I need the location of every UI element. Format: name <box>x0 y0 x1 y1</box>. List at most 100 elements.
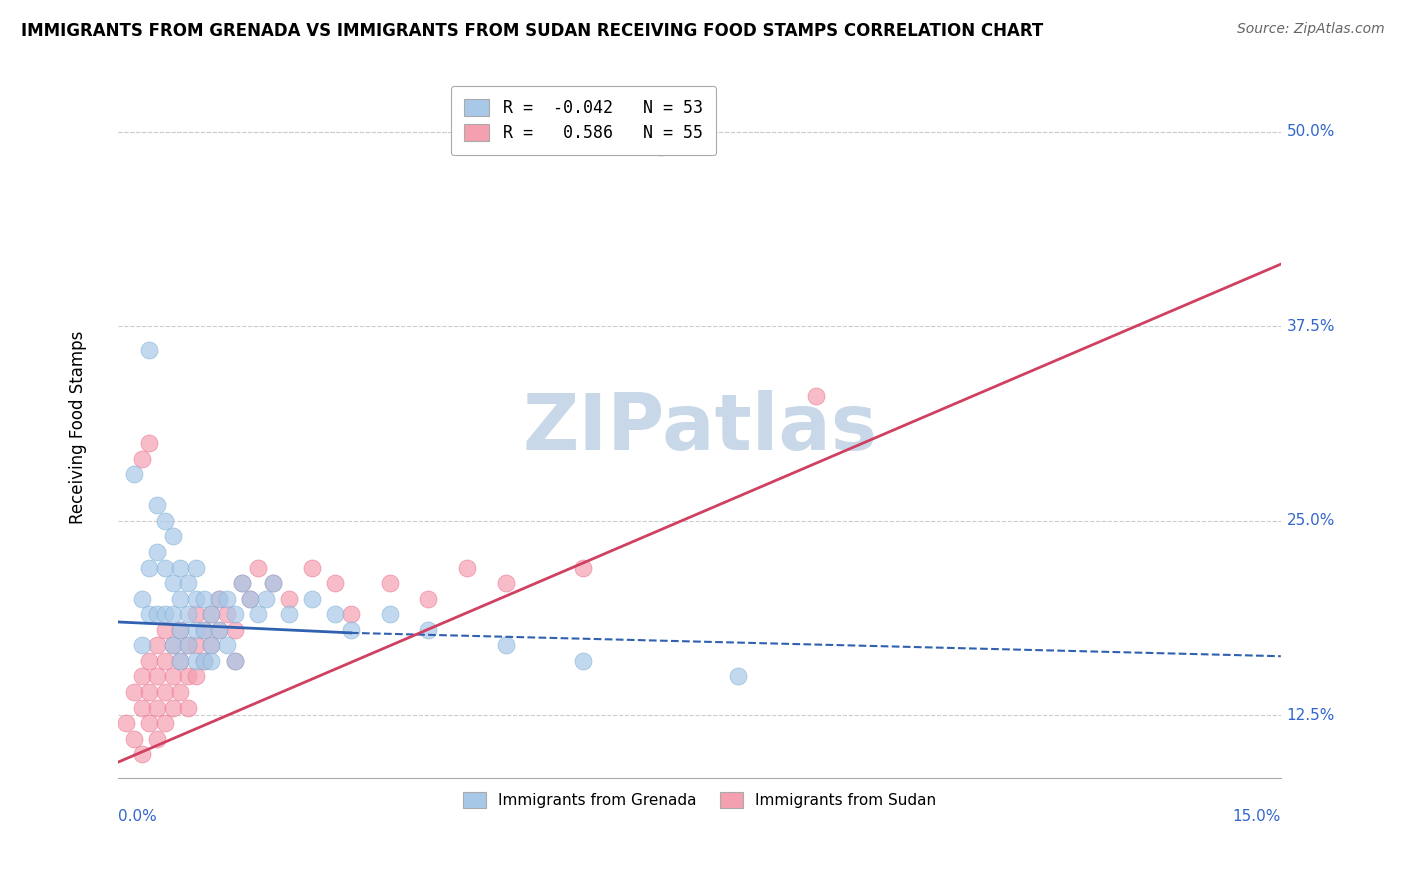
Text: 37.5%: 37.5% <box>1286 318 1336 334</box>
Point <box>193 623 215 637</box>
Point <box>138 716 160 731</box>
Point <box>177 607 200 622</box>
Point <box>153 623 176 637</box>
Point <box>239 591 262 606</box>
Point <box>177 669 200 683</box>
Point <box>146 607 169 622</box>
Point <box>277 607 299 622</box>
Text: Source: ZipAtlas.com: Source: ZipAtlas.com <box>1237 22 1385 37</box>
Point <box>153 607 176 622</box>
Point <box>184 669 207 683</box>
Point <box>146 498 169 512</box>
Point <box>378 607 401 622</box>
Point <box>184 654 207 668</box>
Point <box>246 560 269 574</box>
Point <box>169 623 191 637</box>
Point <box>153 514 176 528</box>
Point <box>169 685 191 699</box>
Point <box>200 607 222 622</box>
Point <box>495 576 517 591</box>
Point <box>169 623 191 637</box>
Point <box>177 638 200 652</box>
Point <box>231 576 253 591</box>
Point <box>153 716 176 731</box>
Point <box>184 623 207 637</box>
Point <box>456 560 478 574</box>
Point <box>138 654 160 668</box>
Text: 0.0%: 0.0% <box>118 809 157 824</box>
Point <box>131 700 153 714</box>
Point <box>262 576 284 591</box>
Point <box>115 716 138 731</box>
Point <box>138 436 160 450</box>
Point <box>208 623 231 637</box>
Point <box>215 638 238 652</box>
Legend: Immigrants from Grenada, Immigrants from Sudan: Immigrants from Grenada, Immigrants from… <box>453 781 946 819</box>
Point <box>162 638 184 652</box>
Point <box>200 654 222 668</box>
Point <box>215 591 238 606</box>
Point <box>418 591 440 606</box>
Text: 12.5%: 12.5% <box>1286 708 1336 723</box>
Point <box>162 529 184 543</box>
Point <box>200 638 222 652</box>
Point <box>200 607 222 622</box>
Point <box>224 607 246 622</box>
Point <box>177 576 200 591</box>
Point <box>131 747 153 762</box>
Text: ZIPatlas: ZIPatlas <box>522 390 877 466</box>
Point <box>495 638 517 652</box>
Point <box>184 560 207 574</box>
Point <box>418 623 440 637</box>
Point <box>138 343 160 357</box>
Point <box>184 607 207 622</box>
Point <box>169 591 191 606</box>
Point <box>208 591 231 606</box>
Point <box>122 731 145 746</box>
Point <box>177 638 200 652</box>
Point <box>131 669 153 683</box>
Point <box>193 623 215 637</box>
Point <box>301 560 323 574</box>
Point <box>131 591 153 606</box>
Point <box>146 669 169 683</box>
Point <box>325 607 347 622</box>
Point <box>340 623 363 637</box>
Point <box>146 638 169 652</box>
Point <box>177 700 200 714</box>
Point <box>138 560 160 574</box>
Text: Receiving Food Stamps: Receiving Food Stamps <box>69 331 87 524</box>
Point <box>131 638 153 652</box>
Text: 25.0%: 25.0% <box>1286 514 1336 528</box>
Point <box>146 545 169 559</box>
Point <box>162 669 184 683</box>
Point <box>169 654 191 668</box>
Text: 15.0%: 15.0% <box>1233 809 1281 824</box>
Point <box>208 591 231 606</box>
Point <box>193 591 215 606</box>
Point <box>246 607 269 622</box>
Point <box>224 654 246 668</box>
Point <box>224 654 246 668</box>
Point <box>138 607 160 622</box>
Point <box>193 654 215 668</box>
Point <box>146 731 169 746</box>
Point <box>162 638 184 652</box>
Point <box>131 451 153 466</box>
Point <box>325 576 347 591</box>
Point <box>169 654 191 668</box>
Point <box>162 700 184 714</box>
Point <box>184 591 207 606</box>
Point <box>727 669 749 683</box>
Point <box>301 591 323 606</box>
Text: 50.0%: 50.0% <box>1286 124 1336 139</box>
Point <box>146 700 169 714</box>
Point <box>122 685 145 699</box>
Text: IMMIGRANTS FROM GRENADA VS IMMIGRANTS FROM SUDAN RECEIVING FOOD STAMPS CORRELATI: IMMIGRANTS FROM GRENADA VS IMMIGRANTS FR… <box>21 22 1043 40</box>
Point <box>122 467 145 482</box>
Point <box>138 685 160 699</box>
Point <box>340 607 363 622</box>
Point <box>277 591 299 606</box>
Point <box>153 685 176 699</box>
Point <box>239 591 262 606</box>
